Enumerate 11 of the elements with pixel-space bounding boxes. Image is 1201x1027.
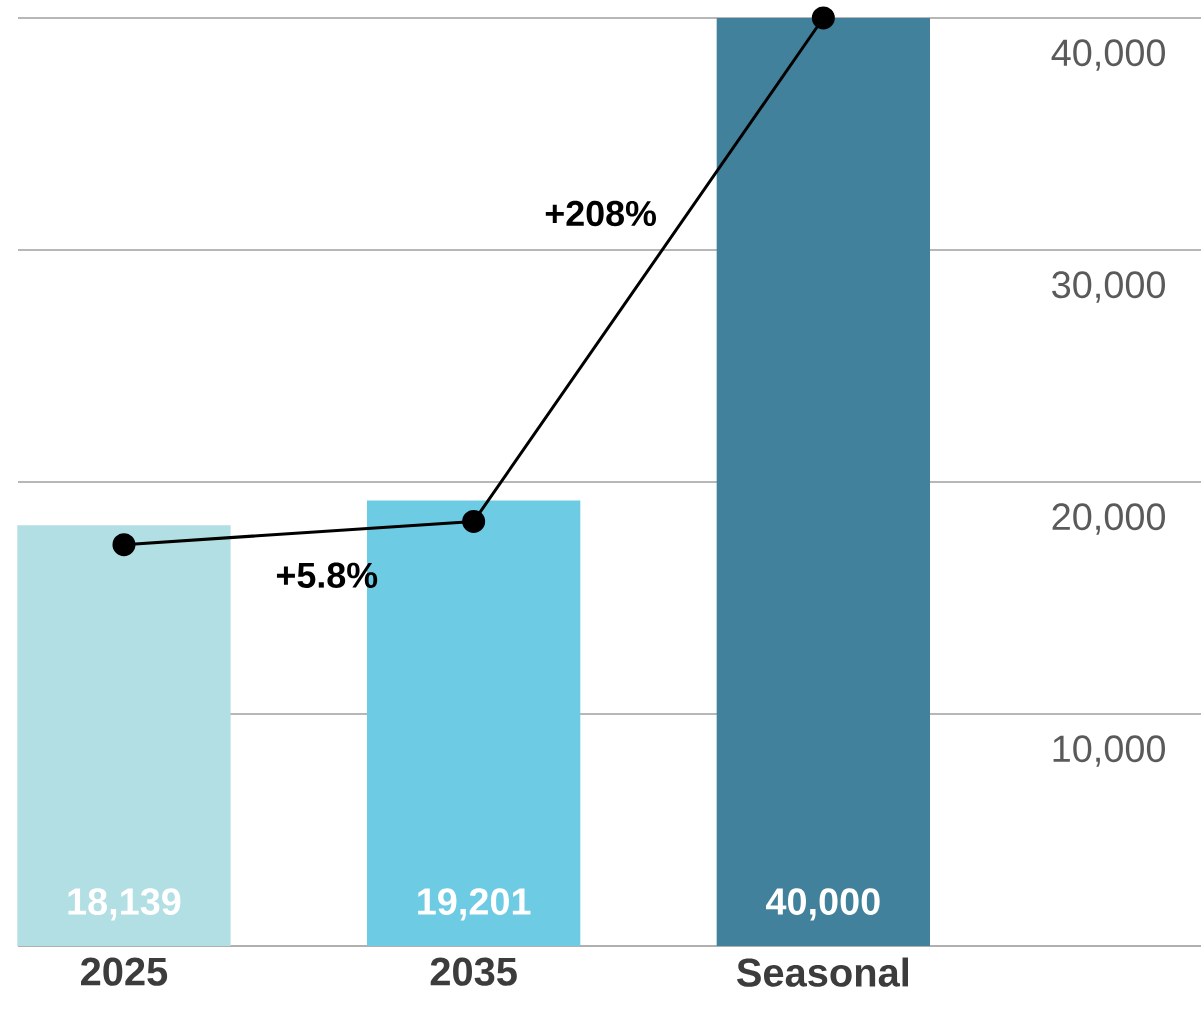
data-label: 40,000 <box>766 888 880 921</box>
y-tick-label: 10,000 <box>1053 735 1165 767</box>
data-label: 19,201 <box>418 888 531 921</box>
annotation: +208% <box>545 200 656 227</box>
y-tick-label: 40,000 <box>1051 39 1165 71</box>
x-tick-label: 2025 <box>81 957 168 986</box>
data-label: 18,139 <box>68 888 181 921</box>
y-tick-label: 30,000 <box>1052 271 1165 303</box>
x-tick-label: 2035 <box>430 957 517 986</box>
y-tick-label: 20,000 <box>1052 503 1165 535</box>
x-tick-label: Seasonal <box>736 957 908 987</box>
